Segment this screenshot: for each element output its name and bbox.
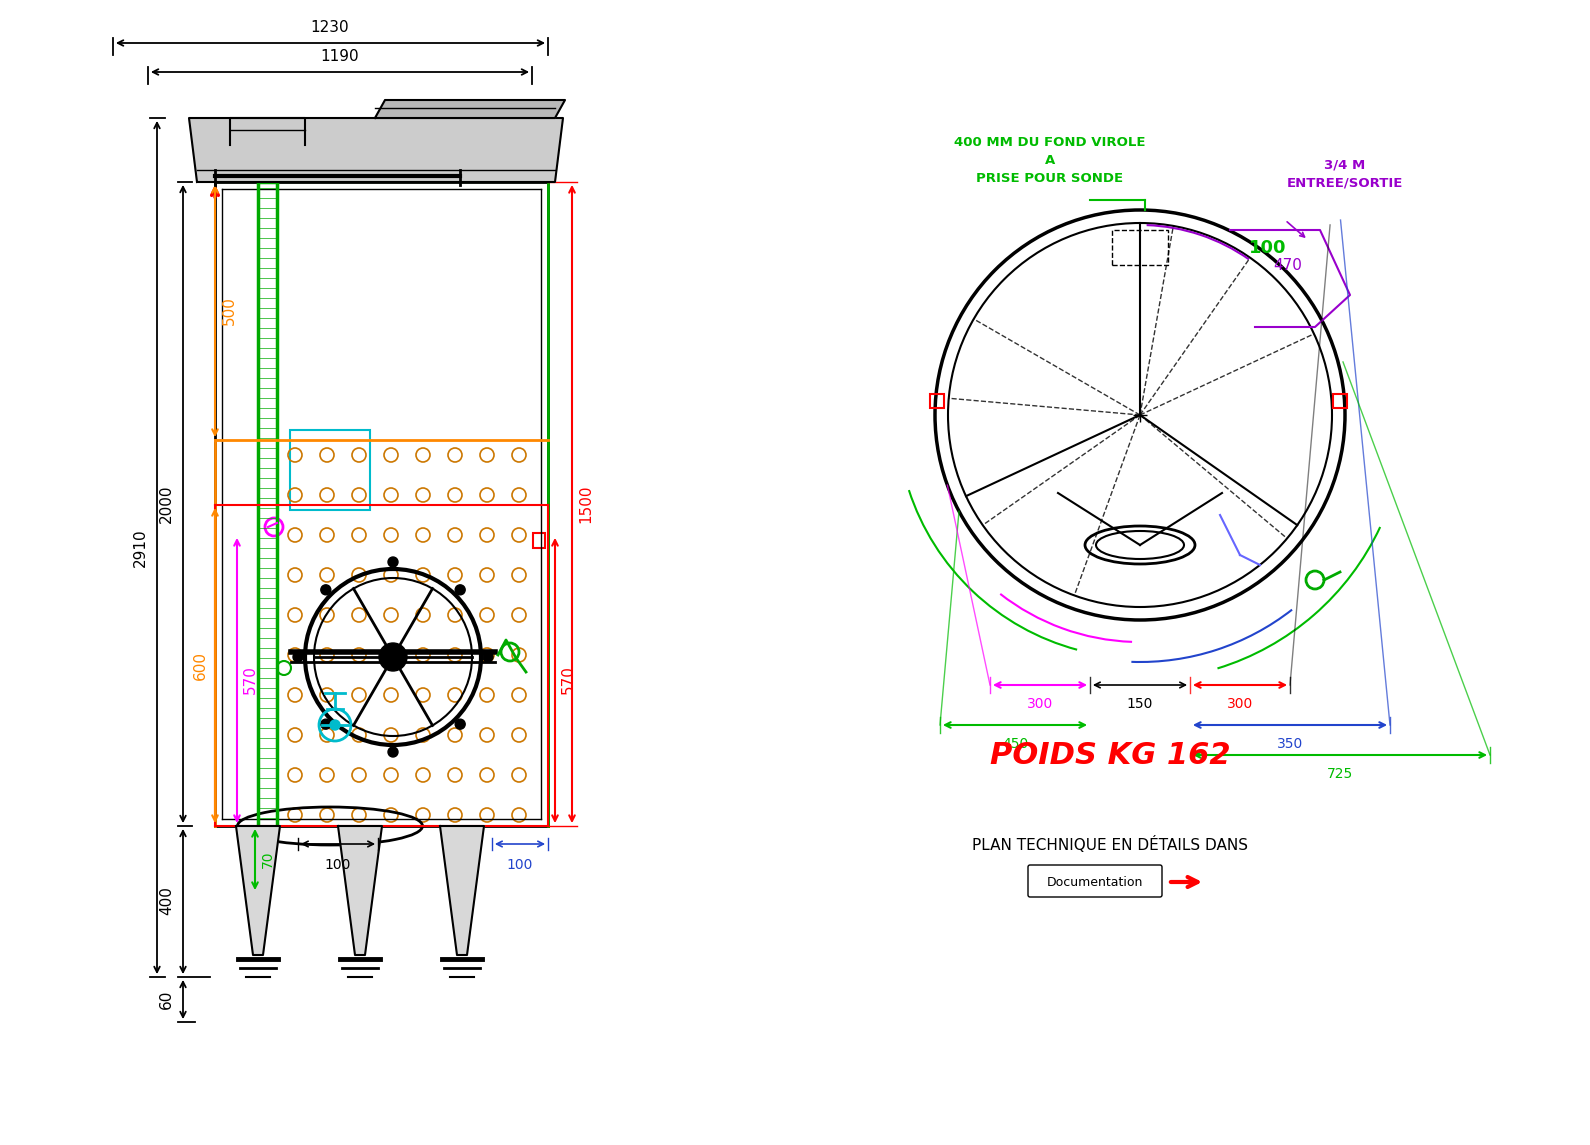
Circle shape (331, 720, 340, 731)
Polygon shape (235, 826, 280, 955)
Bar (1332, 394, 1347, 408)
Text: PLAN TECHNIQUE EN DÉTAILS DANS: PLAN TECHNIQUE EN DÉTAILS DANS (971, 837, 1248, 853)
Text: 150: 150 (1127, 697, 1153, 711)
Circle shape (455, 585, 466, 594)
Text: 1500: 1500 (579, 484, 593, 523)
Text: 570: 570 (243, 665, 258, 694)
Circle shape (388, 747, 398, 757)
Bar (930, 394, 944, 408)
Bar (533, 534, 545, 548)
Text: 400 MM DU FOND VIROLE: 400 MM DU FOND VIROLE (954, 136, 1146, 149)
Text: 1190: 1190 (321, 49, 359, 64)
Text: 60: 60 (159, 989, 173, 1009)
Bar (289, 431, 370, 510)
Text: 100: 100 (324, 858, 351, 872)
Text: 300: 300 (1027, 697, 1053, 711)
Text: 2000: 2000 (159, 484, 173, 523)
Circle shape (321, 719, 331, 729)
Text: 100: 100 (1250, 239, 1286, 256)
Circle shape (455, 719, 466, 729)
Circle shape (293, 652, 304, 662)
Text: 600: 600 (192, 650, 208, 679)
Polygon shape (339, 826, 382, 955)
Text: 70: 70 (261, 851, 275, 868)
Text: 300: 300 (1227, 697, 1253, 711)
Text: PRISE POUR SONDE: PRISE POUR SONDE (976, 172, 1124, 185)
Text: 450: 450 (1002, 737, 1029, 751)
Text: POIDS KG 162: POIDS KG 162 (989, 741, 1231, 769)
Text: 2910: 2910 (134, 529, 148, 567)
Text: ENTREE/SORTIE: ENTREE/SORTIE (1286, 177, 1404, 190)
Bar (1111, 230, 1169, 264)
Text: 1230: 1230 (310, 19, 350, 35)
Circle shape (378, 643, 407, 671)
Circle shape (388, 556, 398, 567)
Text: 3/4 M: 3/4 M (1324, 159, 1366, 172)
Polygon shape (440, 826, 483, 955)
Polygon shape (375, 100, 564, 118)
Circle shape (483, 652, 493, 662)
Text: A: A (1045, 153, 1056, 167)
Text: 100: 100 (507, 858, 533, 872)
Text: Documentation: Documentation (1046, 876, 1143, 889)
Text: 500: 500 (223, 297, 237, 325)
Polygon shape (189, 118, 563, 182)
Text: 570: 570 (561, 665, 576, 694)
Text: 350: 350 (1277, 737, 1304, 751)
Text: 725: 725 (1328, 767, 1353, 781)
Text: 400: 400 (159, 886, 173, 916)
Text: 470: 470 (1274, 258, 1302, 273)
Circle shape (321, 585, 331, 594)
